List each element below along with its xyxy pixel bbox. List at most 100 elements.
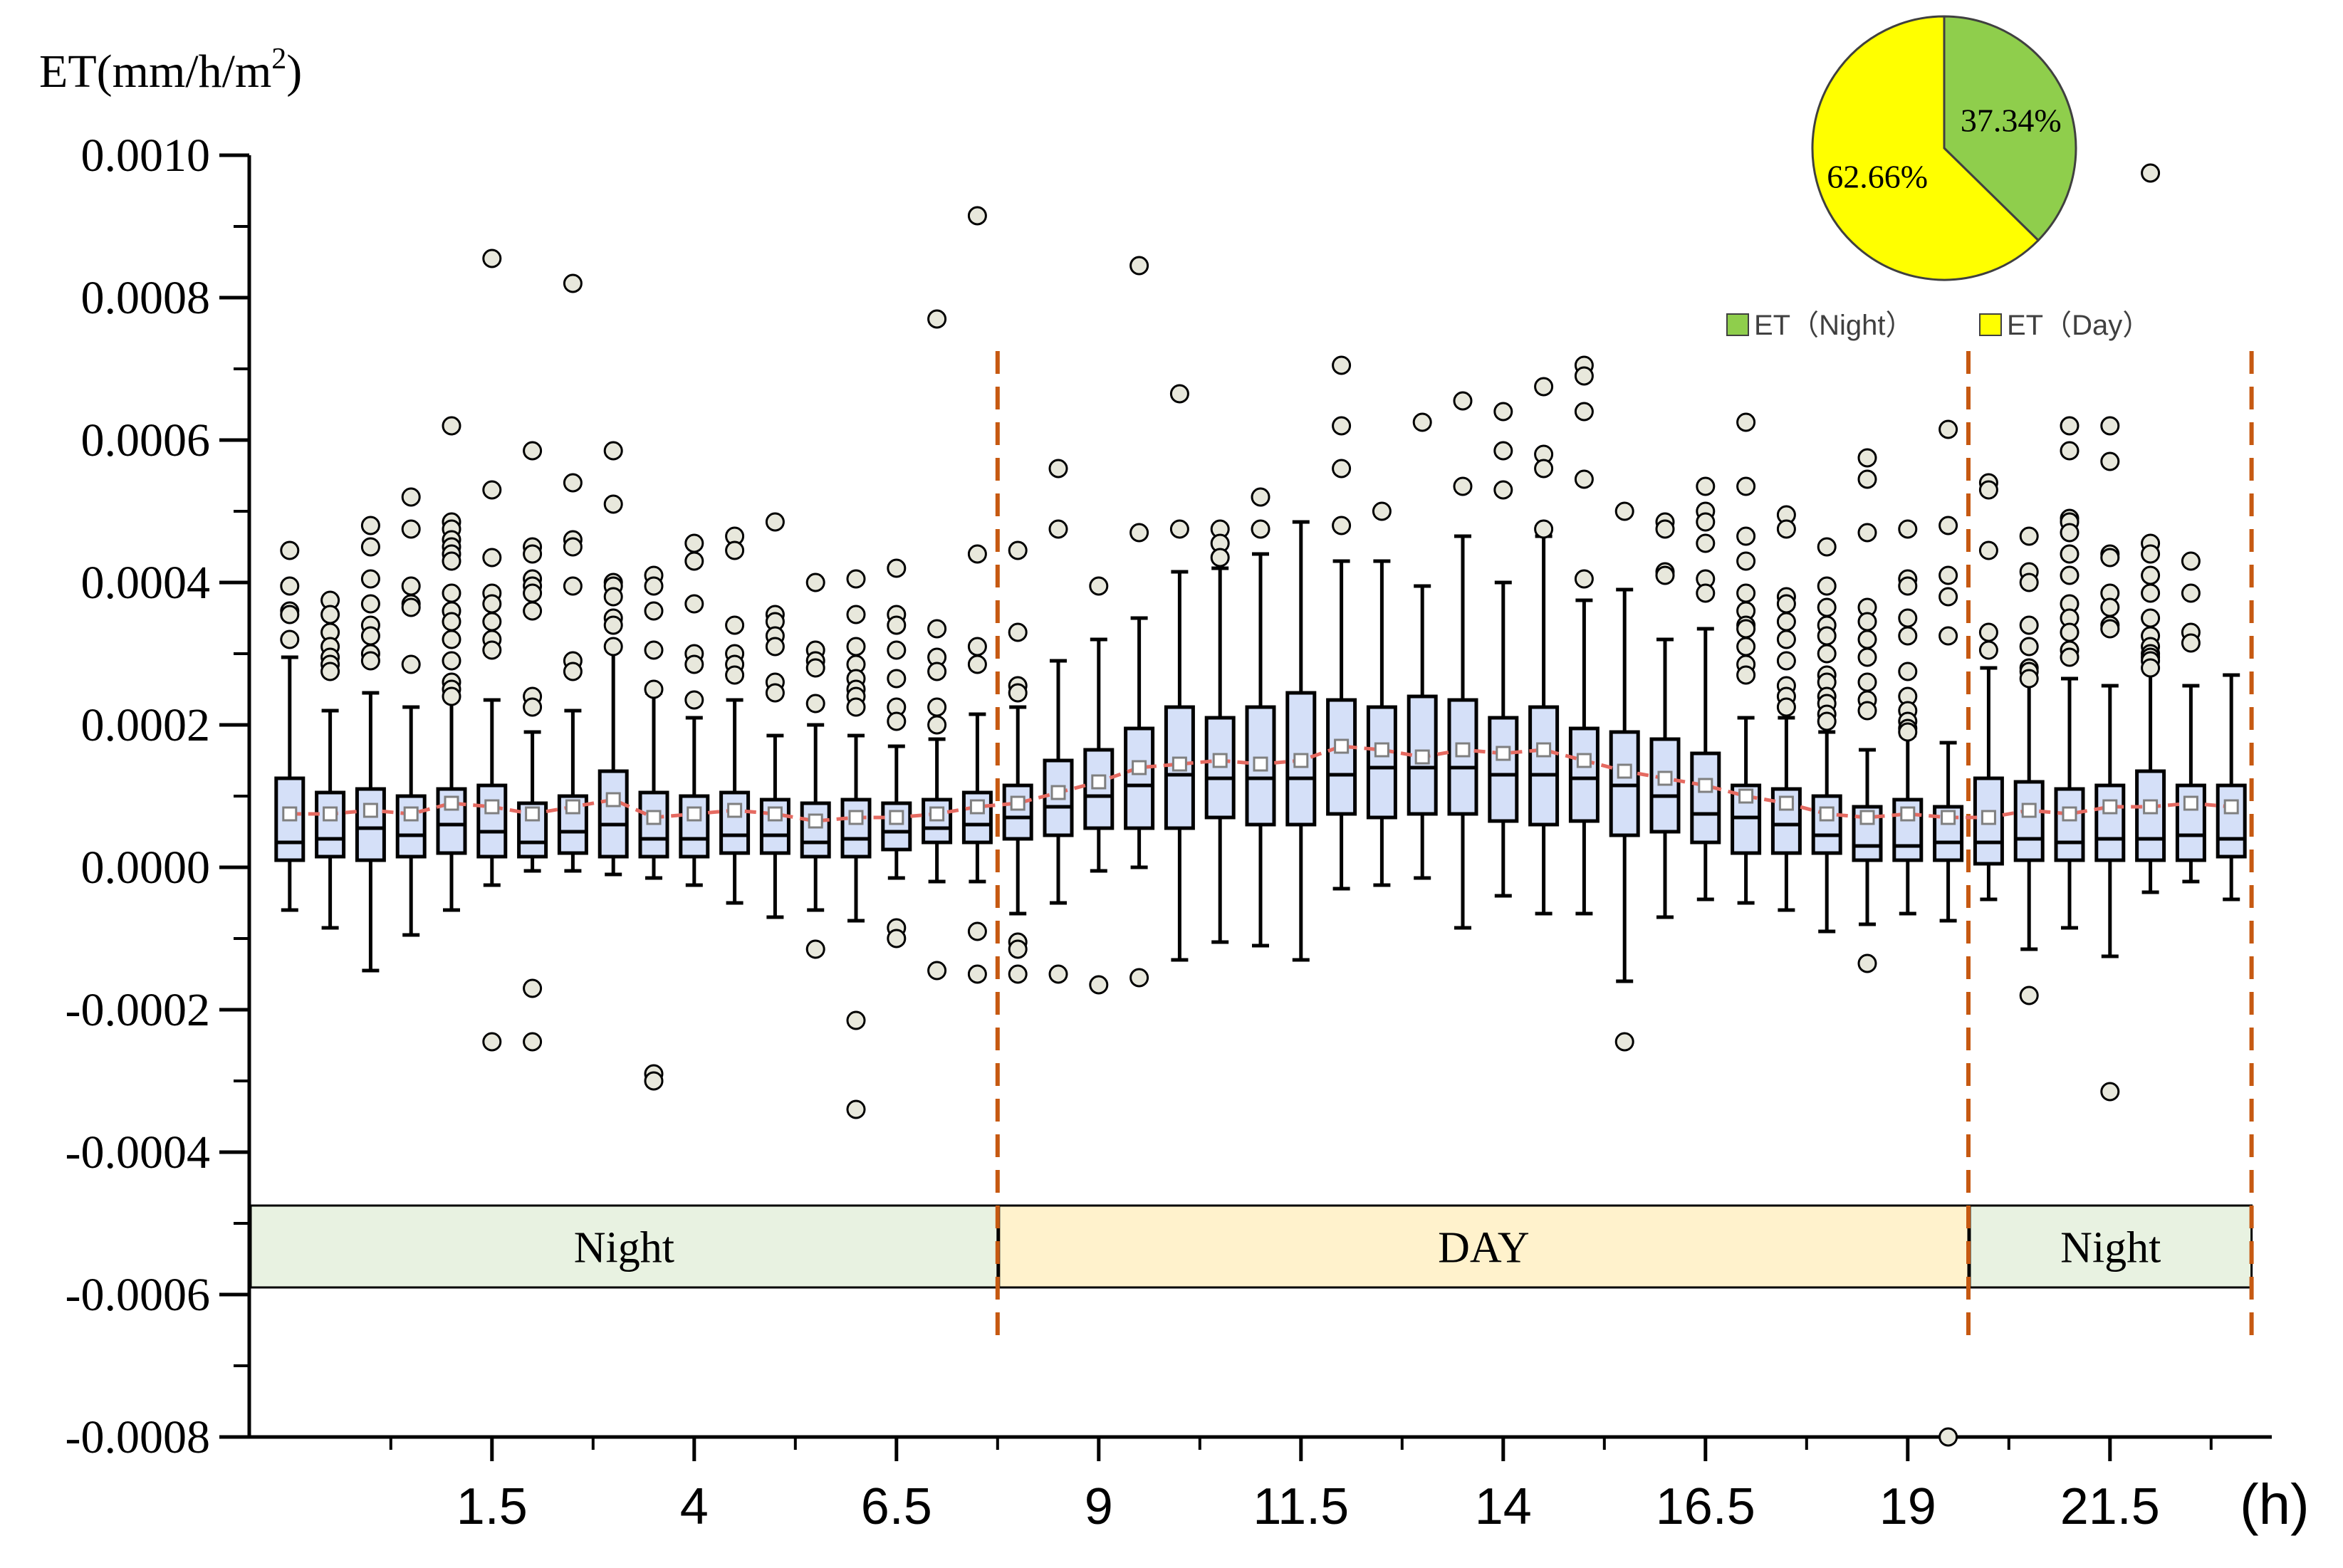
outlier-point bbox=[1938, 565, 1958, 585]
outlier-point bbox=[1776, 697, 1796, 717]
mean-marker bbox=[2021, 803, 2037, 818]
outlier-point bbox=[805, 658, 825, 678]
outlier-point bbox=[1332, 516, 1352, 535]
outlier-point bbox=[2181, 551, 2201, 571]
outlier-point bbox=[1817, 576, 1837, 596]
outlier-point bbox=[1453, 476, 1473, 496]
outlier-point bbox=[2019, 573, 2039, 592]
box-10 bbox=[679, 716, 710, 887]
mean-marker bbox=[1496, 746, 1511, 761]
box-27 bbox=[1366, 559, 1397, 887]
outlier-point bbox=[320, 605, 340, 624]
outlier-point bbox=[1696, 512, 1716, 532]
y-tick-label: 0.0008 bbox=[81, 272, 211, 324]
box-body bbox=[800, 801, 831, 859]
outlier-point bbox=[2060, 523, 2080, 543]
outlier-point bbox=[603, 637, 623, 657]
period-bands: Night DAY Night bbox=[249, 1204, 2253, 1289]
mean-marker bbox=[2143, 799, 2159, 815]
outlier-point bbox=[967, 637, 987, 657]
outlier-point bbox=[1736, 665, 1756, 685]
x-axis-unit: (h) bbox=[2240, 1473, 2310, 1536]
outlier-point bbox=[1898, 519, 1918, 539]
pie-chart: 37.34% 62.66% bbox=[1811, 15, 2077, 281]
outlier-point bbox=[482, 249, 502, 268]
outlier-point bbox=[927, 697, 947, 717]
box-body bbox=[1568, 726, 1600, 823]
outliers bbox=[280, 163, 2201, 1447]
mean-marker bbox=[2223, 799, 2239, 815]
outlier-point bbox=[482, 612, 502, 632]
y-tick-label: 0.0000 bbox=[81, 842, 211, 894]
mean-marker bbox=[1859, 810, 1875, 825]
outlier-point bbox=[1857, 448, 1877, 468]
box-23 bbox=[1204, 566, 1236, 944]
outlier-point bbox=[1493, 480, 1513, 500]
box-body bbox=[476, 783, 508, 859]
mean-marker bbox=[444, 795, 459, 811]
outlier-point bbox=[1857, 672, 1877, 692]
mean-marker bbox=[1455, 742, 1471, 758]
box-body bbox=[1285, 691, 1317, 827]
mean-marker bbox=[1981, 810, 1996, 825]
period-label: Night bbox=[574, 1224, 674, 1272]
mean-marker bbox=[1010, 795, 1026, 811]
outlier-point bbox=[684, 533, 704, 553]
outlier-point bbox=[1696, 583, 1716, 603]
x-ticks: 1.5 4 6.5 9 11.5 14 16.5 19 21.5 bbox=[389, 1437, 2213, 1535]
outlier-point bbox=[523, 601, 543, 621]
outlier-point bbox=[360, 569, 380, 589]
outlier-point bbox=[401, 597, 421, 617]
outlier-point bbox=[1857, 701, 1877, 721]
outlier-point bbox=[1574, 469, 1594, 489]
outlier-point bbox=[280, 605, 300, 624]
outlier-point bbox=[887, 711, 907, 731]
box-body bbox=[1326, 698, 1357, 816]
outlier-point bbox=[1736, 583, 1756, 603]
outlier-point bbox=[725, 665, 745, 685]
outlier-point bbox=[1817, 626, 1837, 646]
box-2 bbox=[355, 691, 386, 973]
outlier-point bbox=[1574, 402, 1594, 422]
outlier-point bbox=[360, 626, 380, 646]
mean-marker bbox=[1212, 753, 1228, 768]
outlier-point bbox=[2141, 608, 2161, 628]
outlier-point bbox=[1655, 519, 1675, 539]
box-body bbox=[1892, 798, 1924, 862]
y-tick-label: -0.0002 bbox=[66, 984, 210, 1036]
outlier-point bbox=[1736, 619, 1756, 639]
outlier-point bbox=[2019, 986, 2039, 1005]
mean-marker bbox=[969, 799, 985, 815]
box-12 bbox=[759, 733, 790, 919]
mean-marker bbox=[605, 792, 621, 807]
outlier-point bbox=[1493, 402, 1513, 422]
mean-marker bbox=[1172, 756, 1187, 772]
outlier-point bbox=[1534, 377, 1554, 397]
mean-marker bbox=[727, 803, 743, 818]
outlier-point bbox=[967, 921, 987, 941]
mean-marker bbox=[1819, 806, 1835, 822]
box-48 bbox=[2216, 673, 2247, 901]
box-35 bbox=[1690, 627, 1721, 901]
outlier-point bbox=[1129, 256, 1149, 276]
legend-swatch bbox=[1979, 313, 2002, 336]
outlier-point bbox=[1332, 355, 1352, 375]
box-body bbox=[1690, 751, 1721, 845]
outlier-point bbox=[2141, 583, 2161, 603]
outlier-point bbox=[523, 978, 543, 998]
outlier-point bbox=[1776, 519, 1796, 539]
mean-marker bbox=[1132, 760, 1147, 775]
outlier-point bbox=[1453, 391, 1473, 411]
outlier-point bbox=[1332, 459, 1352, 479]
mean-line-group bbox=[282, 738, 2239, 829]
x-tick-label: 4 bbox=[680, 1478, 709, 1535]
outlier-point bbox=[805, 694, 825, 714]
box-body bbox=[2013, 780, 2045, 862]
box-body bbox=[719, 790, 751, 855]
outlier-point bbox=[280, 540, 300, 560]
outlier-point bbox=[1857, 523, 1877, 543]
box-body bbox=[1204, 716, 1236, 820]
outlier-point bbox=[887, 558, 907, 578]
mean-marker bbox=[1050, 785, 1066, 800]
box-42 bbox=[1973, 666, 2004, 901]
